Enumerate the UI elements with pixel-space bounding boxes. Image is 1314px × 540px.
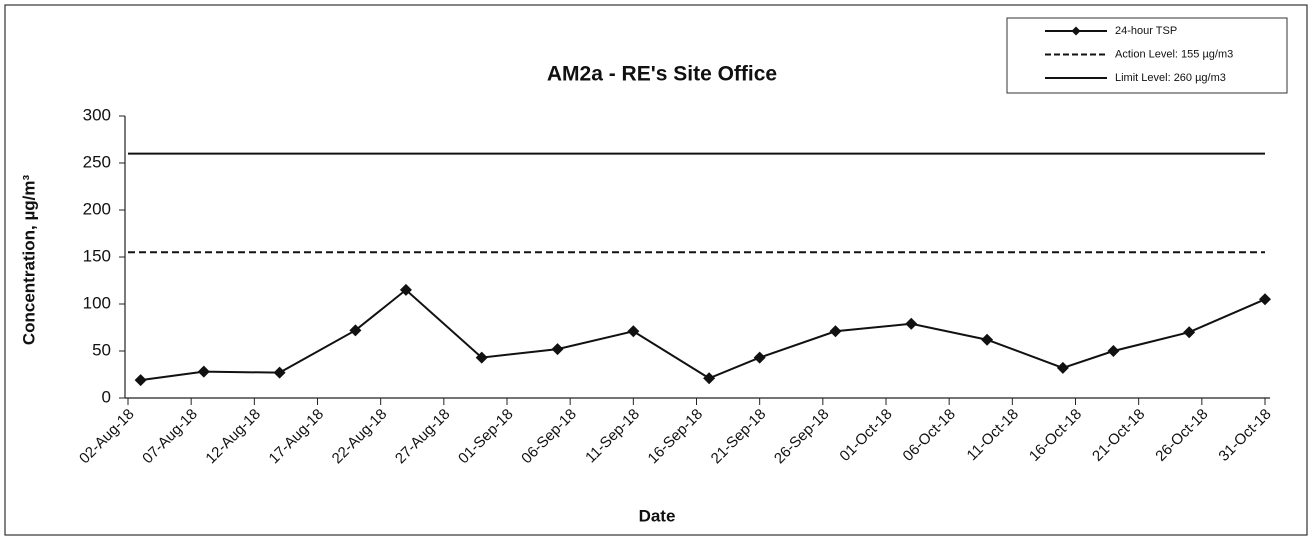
data-point xyxy=(475,351,488,364)
y-tick-label: 100 xyxy=(83,293,111,312)
data-point xyxy=(627,325,640,338)
y-tick-label: 250 xyxy=(83,152,111,171)
y-tick-label: 150 xyxy=(83,246,111,265)
data-point xyxy=(399,283,412,296)
y-axis-label: Concentration, µg/m³ xyxy=(19,174,38,345)
legend-label: Action Level: 155 µg/m3 xyxy=(1115,48,1233,60)
data-point xyxy=(1183,326,1196,339)
data-point xyxy=(551,343,564,356)
data-point xyxy=(349,324,362,337)
data-point xyxy=(753,351,766,364)
x-axis-label: Date xyxy=(639,506,676,525)
y-tick-label: 0 xyxy=(102,387,111,406)
data-point xyxy=(1107,345,1120,357)
legend-label: Limit Level: 260 µg/m3 xyxy=(1115,72,1226,84)
data-point xyxy=(1056,361,1069,374)
data-point xyxy=(703,372,716,385)
legend-label: 24-hour TSP xyxy=(1115,25,1177,37)
data-point xyxy=(981,333,994,346)
y-tick-label: 300 xyxy=(83,105,111,124)
data-point xyxy=(905,317,918,330)
y-tick-label: 200 xyxy=(83,199,111,218)
data-point xyxy=(829,325,842,338)
legend-marker xyxy=(1071,26,1081,36)
chart-title: AM2a - RE's Site Office xyxy=(547,63,777,86)
data-point xyxy=(273,366,286,379)
y-tick-label: 50 xyxy=(92,340,111,359)
data-point xyxy=(197,365,210,378)
data-point xyxy=(134,374,147,387)
data-point xyxy=(1259,293,1271,306)
